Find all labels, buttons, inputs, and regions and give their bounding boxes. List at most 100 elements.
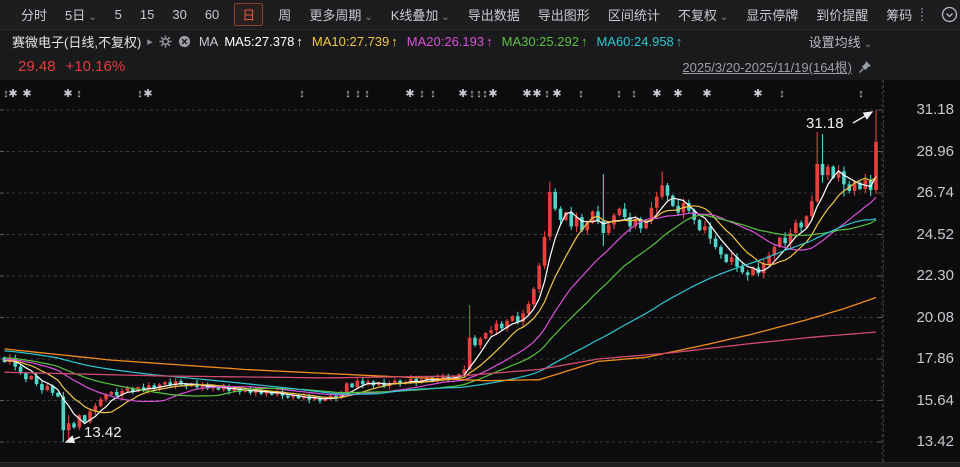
price-annotation-label: 13.42 [84,424,122,441]
candle-body [157,384,162,389]
tab-timeshare[interactable]: 分时 [21,8,48,23]
candle-body [109,391,114,395]
indicator-settings-gear-icon[interactable] [159,35,172,48]
chevron-down-icon: ⌄ [863,39,872,50]
event-marker-icon[interactable]: ✱ [552,88,561,100]
pin-icon[interactable] [858,60,872,74]
menu-kline-overlay[interactable]: K线叠加 ⌄ [390,8,450,23]
event-marker-icon[interactable]: ↕ [616,88,622,100]
event-marker-icon[interactable]: ↕ [137,88,143,100]
candle-body [612,215,616,225]
trend-up-arrow-icon: ↑ [391,34,398,49]
event-marker-icon[interactable]: ✱ [673,88,682,100]
candle-body [72,423,76,428]
candle-body [826,166,830,176]
event-marker-icon[interactable]: ↕ [578,88,584,100]
candle-body [745,272,750,276]
candle-body [564,212,568,220]
candle-body [323,398,328,401]
chevron-down-icon: ⌄ [441,12,450,23]
btn-price-alert[interactable]: 到价提醒 [816,8,869,23]
tab-5day[interactable]: 5日 ⌄ [65,8,97,23]
ma10-label: MA10:27.739 ↑ [311,34,398,49]
candle-body [617,208,622,216]
tab-60min[interactable]: 60 [204,7,220,22]
annotation-arrow [64,435,81,444]
candle-body [66,423,71,431]
price-axis-label: 31.18 [916,101,954,118]
candle-body [874,141,878,191]
chart-plot-area[interactable]: ↕ ✱ ✱ ✱ ↕ ↕ ✱ ↕ ↕ ↕ ↕ ✱ ↕ ↕ ✱ ↕ ↕ ↕ ✱ ✱ ✱ ↕ ✱ ↕ ↕ ↕ ✱ ✱ ✱ ✱ ↕ ↕13.4231.… [0,80,883,462]
btn-show-suspended[interactable]: 显示停牌 [746,8,799,23]
event-marker-icon[interactable]: ✱ [8,88,17,100]
indicator-close-icon[interactable] [178,35,191,48]
event-marker-icon[interactable]: ↕ [3,88,9,100]
candle-body [173,381,178,386]
ma-settings-button[interactable]: 设置均线 ⌄ [808,35,872,50]
candle-body [526,304,531,314]
event-marker-icon[interactable]: ↕ [364,88,370,100]
change-percent: +10.16% [65,58,126,75]
event-marker-icon[interactable]: ↕ [476,88,482,100]
event-marker-icon[interactable]: ✱ [652,88,661,100]
event-marker-icon[interactable]: ✱ [22,88,31,100]
candle-body [831,166,836,178]
btn-chips[interactable]: 筹码 [886,8,913,23]
event-marker-icon[interactable]: ✱ [488,88,497,100]
event-marker-icon[interactable]: ✱ [702,88,711,100]
last-price: 29.48 [18,58,56,75]
tab-15min[interactable]: 15 [139,7,155,22]
tab-daily[interactable]: 日 [234,3,264,26]
candle-body [13,357,17,367]
candle-body [296,395,301,399]
tab-weekly[interactable]: 周 [278,8,292,23]
event-marker-icon[interactable]: ✱ [63,88,72,100]
event-marker-icon[interactable]: ↕ [76,88,82,100]
btn-export-data[interactable]: 导出数据 [467,8,520,23]
event-marker-icon[interactable]: ↕ [469,88,475,100]
event-marker-icon[interactable]: ↕ [858,88,864,100]
expand-caret-icon[interactable]: ▸ [147,36,153,48]
event-marker-icon[interactable]: ✱ [405,88,414,100]
candle-body [820,163,825,176]
candle-body [799,222,803,228]
candle-body [253,390,258,393]
event-marker-icon[interactable]: ✱ [522,88,531,100]
candle-body [478,338,483,346]
recent-periods-icon[interactable] [940,6,958,24]
date-range-label[interactable]: 2025/3/20-2025/11/19(164根) [682,60,852,75]
candlestick-chart[interactable]: ↕ ✱ ✱ ✱ ↕ ↕ ✱ ↕ ↕ ↕ ↕ ✱ ↕ ↕ ✱ ↕ ↕ ↕ ✱ ✱ ✱ ↕ ✱ ↕ ↕ ↕ ✱ ✱ ✱ ✱ ↕ ↕ 13.42 31.… [0,80,960,462]
event-marker-icon[interactable]: ↕ [544,88,550,100]
menu-more-periods[interactable]: 更多周期 ⌄ [309,8,373,23]
event-marker-icon[interactable]: ↕ [631,88,637,100]
candle-body [302,396,306,399]
event-marker-icon[interactable]: ↕ [779,88,785,100]
candle-body [125,388,130,391]
menu-adjustment[interactable]: 不复权 ⌄ [677,8,729,23]
candle-body [852,182,857,191]
btn-range-stats[interactable]: 区间统计 [607,8,660,23]
candle-body [665,185,670,196]
event-marker-icon[interactable]: ↕ [430,88,436,100]
candle-body [393,380,397,384]
trend-up-arrow-icon: ↑ [486,34,493,49]
toolbar-separator [921,8,924,21]
event-marker-icon[interactable]: ↕ [345,88,351,100]
event-marker-icon[interactable]: ↕ [419,88,425,100]
event-marker-icon[interactable]: ✱ [753,88,762,100]
event-marker-icon[interactable]: ↕ [299,88,305,100]
candle-body [50,385,55,393]
tab-30min[interactable]: 30 [172,7,187,22]
event-marker-icon[interactable]: ✱ [458,88,467,100]
candle-body [724,254,729,262]
tab-5min[interactable]: 5 [114,7,122,22]
event-marker-icon[interactable]: ✱ [532,88,541,100]
ma60-label: MA60:24.958 ↑ [596,34,683,49]
candle-body [548,191,552,237]
event-marker-icon[interactable]: ↕ [482,88,488,100]
event-marker-icon[interactable]: ↕ [355,88,361,100]
candle-body [783,237,787,244]
btn-export-image[interactable]: 导出图形 [537,8,590,23]
event-marker-icon[interactable]: ✱ [143,88,152,100]
